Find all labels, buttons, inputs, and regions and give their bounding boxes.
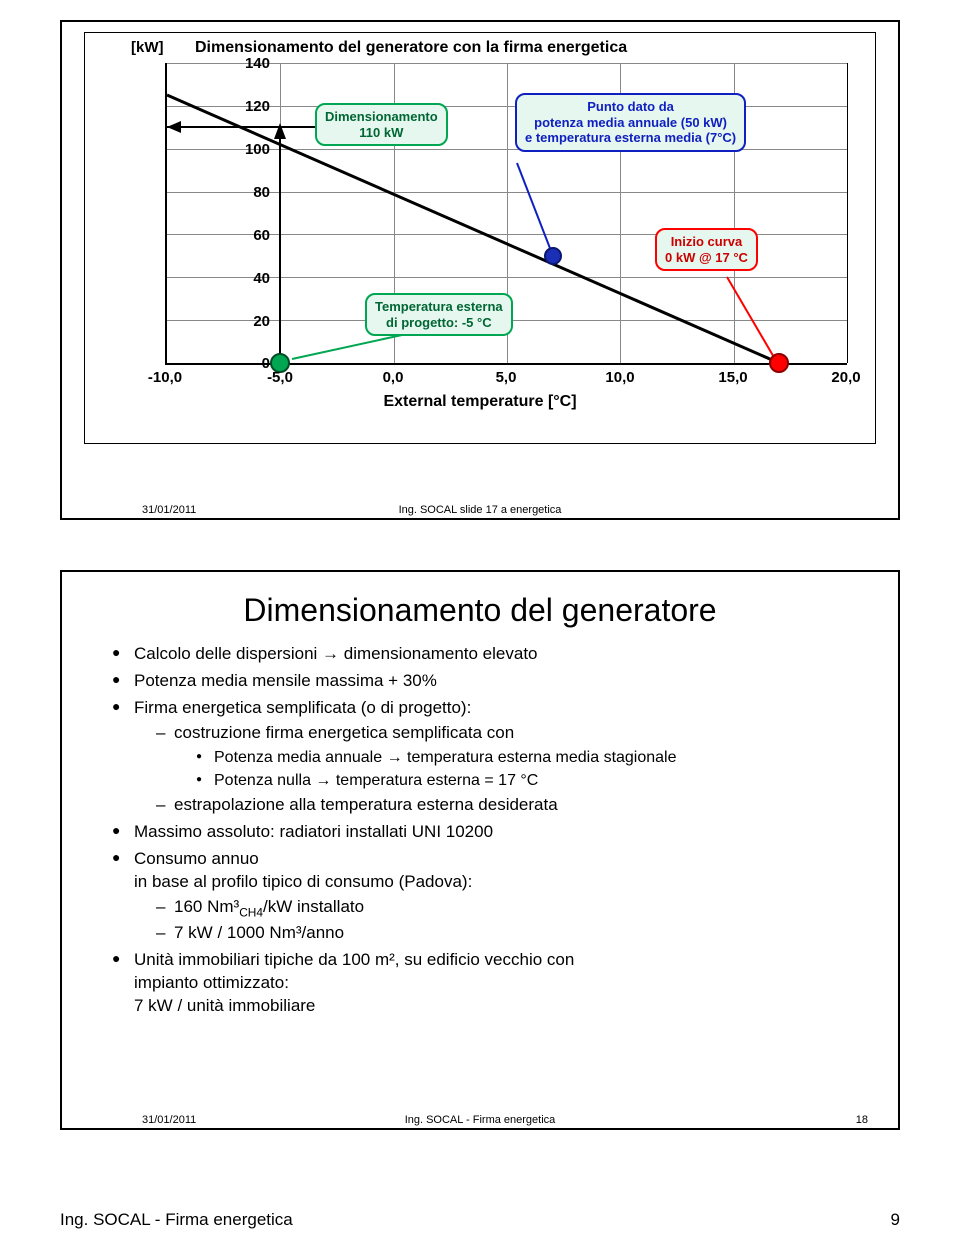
chart-frame: [kW] Dimensionamento del generatore con …	[84, 32, 876, 444]
slide-text: Dimensionamento del generatore Calcolo d…	[60, 570, 900, 1130]
callout-text: 0 kW @ 17 °C	[665, 250, 748, 265]
x-axis-label: External temperature [°C]	[85, 393, 875, 411]
page-footer: Ing. SOCAL - Firma energetica 9	[60, 1210, 900, 1230]
bullet-item: Potenza media mensile massima + 30%	[112, 670, 858, 693]
page: [kW] Dimensionamento del generatore con …	[0, 0, 960, 1250]
ytick: 140	[230, 55, 270, 72]
slide-chart: [kW] Dimensionamento del generatore con …	[60, 20, 900, 520]
footer-slide-number: 18	[856, 1114, 868, 1126]
callout-text: e temperatura esterna media (7°C)	[525, 130, 736, 145]
callout-text: Dimensionamento	[325, 109, 438, 124]
ytick: 80	[230, 184, 270, 201]
footer-source: Ing. SOCAL - Firma energetica	[62, 1114, 898, 1126]
callout-text: Punto dato da	[587, 99, 674, 114]
ytick: 20	[230, 313, 270, 330]
slide-title: Dimensionamento del generatore	[72, 592, 888, 629]
bullet-item: Calcolo delle dispersioni → dimensioname…	[112, 643, 858, 666]
footer-source: Ing. SOCAL slide 17 a energetica	[62, 504, 898, 516]
y-axis-label: [kW]	[131, 39, 164, 56]
bullet-item: 7 kW / 1000 Nm³/anno	[156, 922, 858, 945]
bullet-item: Unità immobiliari tipiche da 100 m², su …	[112, 949, 858, 1018]
xtick: 5,0	[481, 369, 531, 386]
bullet-item: estrapolazione alla temperatura esterna …	[156, 794, 858, 817]
callout-text: potenza media annuale (50 kW)	[534, 115, 727, 130]
bullet-item: Firma energetica semplificata (o di prog…	[112, 697, 858, 817]
bullet-item: costruzione firma energetica semplificat…	[156, 722, 858, 792]
callout-text: di progetto: -5 °C	[386, 315, 492, 330]
page-footer-text: Ing. SOCAL - Firma energetica	[60, 1210, 293, 1229]
bullet-item: Consumo annuo in base al profilo tipico …	[112, 848, 858, 945]
callout-inizio-curva: Inizio curva 0 kW @ 17 °C	[655, 228, 758, 271]
page-number: 9	[891, 1210, 900, 1230]
bullet-item: Potenza media annuale → temperatura este…	[196, 747, 858, 769]
ytick: 100	[230, 141, 270, 158]
callout-text: 110 kW	[359, 125, 403, 140]
bullet-item: Massimo assoluto: radiatori installati U…	[112, 821, 858, 844]
xtick: 20,0	[821, 369, 871, 386]
callout-temp-progetto: Temperatura esterna di progetto: -5 °C	[365, 293, 513, 336]
xtick: -10,0	[140, 369, 190, 386]
bullet-item: 160 Nm³CH4/kW installato	[156, 896, 858, 920]
callout-punto-dato: Punto dato da potenza media annuale (50 …	[515, 93, 746, 152]
callout-text: Temperatura esterna	[375, 299, 503, 314]
slide-body: Calcolo delle dispersioni → dimensioname…	[72, 643, 888, 1018]
bullet-item: Potenza nulla → temperatura esterna = 17…	[196, 770, 858, 792]
callout-text: Inizio curva	[671, 234, 743, 249]
xtick: 10,0	[595, 369, 645, 386]
ytick: 120	[230, 98, 270, 115]
xtick: 15,0	[708, 369, 758, 386]
ytick: 60	[230, 227, 270, 244]
ytick: 40	[230, 270, 270, 287]
callout-dimensionamento: Dimensionamento 110 kW	[315, 103, 448, 146]
xtick: 0,0	[368, 369, 418, 386]
xtick: -5,0	[255, 369, 305, 386]
